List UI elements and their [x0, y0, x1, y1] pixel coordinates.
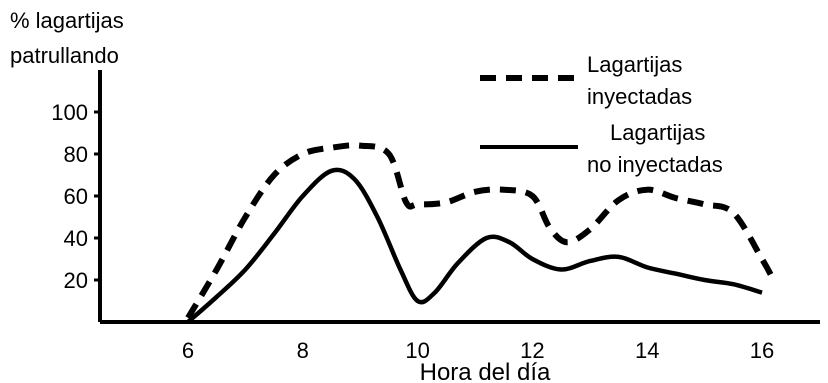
x-tick-group: 6 8 10 12 14 16	[182, 338, 774, 363]
x-tick-label: 6	[182, 338, 194, 363]
x-tick-label: 8	[297, 338, 309, 363]
series-line-no-inyectadas	[186, 167, 763, 324]
y-axis-label-line-1: % lagartijas	[10, 8, 124, 33]
y-tick-label: 60	[64, 184, 88, 209]
x-axis-label: Hora del día	[420, 359, 551, 383]
y-tick-group: 20 40 60 80 100	[51, 100, 100, 293]
legend-label-inyectadas-2: inyectadas	[587, 84, 692, 109]
x-tick-label: 12	[520, 338, 544, 363]
y-tick-label: 40	[64, 226, 88, 251]
legend-label-inyectadas-1: Lagartijas	[587, 52, 682, 77]
series-line-inyectadas	[185, 142, 777, 320]
y-tick-label: 20	[64, 268, 88, 293]
x-tick-label: 16	[750, 338, 774, 363]
x-tick-label: 10	[405, 338, 429, 363]
x-tick-label: 14	[635, 338, 659, 363]
y-tick-label: 100	[51, 100, 88, 125]
legend-label-no-inyectadas-2: no inyectadas	[587, 152, 723, 177]
legend: Lagartijas inyectadas Lagartijas no inye…	[480, 52, 723, 177]
plot-area	[185, 142, 777, 324]
y-axis-label-line-2: patrullando	[10, 43, 119, 68]
legend-label-no-inyectadas-1: Lagartijas	[610, 120, 705, 145]
y-tick-label: 80	[64, 142, 88, 167]
